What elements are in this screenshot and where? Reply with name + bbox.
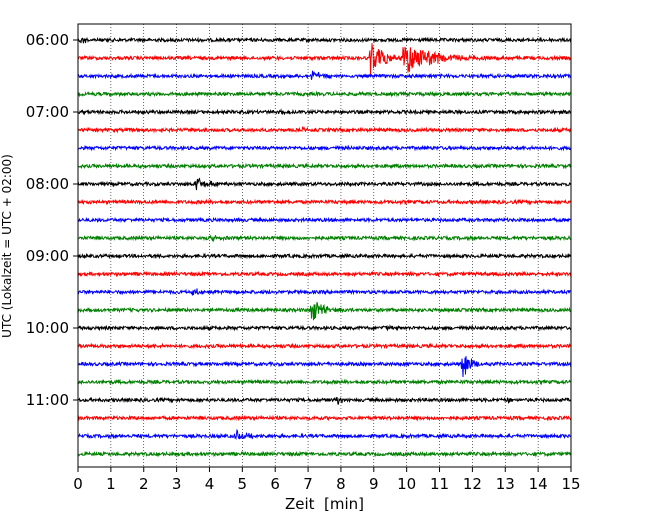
- seismic-trace: [77, 396, 572, 405]
- x-tick-label: 10: [397, 475, 416, 493]
- seismic-trace: [77, 301, 572, 321]
- x-tick-label: 5: [238, 475, 248, 493]
- seismic-trace: [77, 216, 572, 224]
- y-tick-label: 09:00: [26, 247, 69, 265]
- seismic-trace: [77, 252, 572, 260]
- x-tick-label: 11: [430, 475, 449, 493]
- x-tick-label: 9: [369, 475, 379, 493]
- seismic-trace: [77, 90, 572, 98]
- seismic-trace: [77, 414, 572, 422]
- y-tick-label: 11:00: [26, 391, 69, 409]
- vertical-grid-lines: [110, 24, 539, 467]
- x-tick-label: 6: [270, 475, 280, 493]
- plot-frame: [77, 23, 572, 468]
- seismic-trace: [77, 378, 572, 386]
- seismic-trace: [77, 36, 572, 44]
- y-tick-label: 10:00: [26, 319, 69, 337]
- x-tick-label: 13: [496, 475, 515, 493]
- x-axis-ticks: 0 1 2 3 4 5 6 7 8 9 10 11 12 13 14 15: [73, 467, 581, 493]
- y-axis-label: UTC (Lokalzeit = UTC + 02:00): [0, 154, 14, 338]
- x-axis-label: Zeit [min]: [285, 495, 364, 513]
- seismic-trace: [77, 125, 572, 134]
- seismic-trace: [77, 450, 572, 458]
- x-tick-label: 12: [463, 475, 482, 493]
- x-tick-label: 4: [205, 475, 215, 493]
- seismic-trace: [77, 177, 572, 191]
- x-tick-label: 7: [303, 475, 313, 493]
- seismic-trace: [77, 108, 572, 116]
- seismic-trace: [77, 342, 572, 350]
- seismic-trace: [77, 324, 572, 332]
- y-tick-label: 07:00: [26, 103, 69, 121]
- x-tick-label: 15: [561, 475, 580, 493]
- x-tick-label: 2: [139, 475, 149, 493]
- seismic-trace: [78, 70, 572, 80]
- x-tick-label: 3: [172, 475, 182, 493]
- seismic-trace: [77, 288, 572, 296]
- seismic-trace: [77, 270, 572, 278]
- seismic-trace: [77, 43, 572, 75]
- y-tick-label: 08:00: [26, 175, 69, 193]
- seismic-trace: [77, 198, 572, 206]
- x-tick-label: 14: [529, 475, 548, 493]
- seismic-trace: [77, 356, 572, 378]
- seismic-trace: [77, 144, 572, 152]
- y-axis-ticks: 06:00 07:00 08:00 09:00 10:00 11:00: [26, 31, 78, 409]
- x-tick-label: 8: [336, 475, 346, 493]
- seismic-trace: [77, 162, 572, 170]
- x-tick-label: 0: [73, 475, 83, 493]
- y-tick-label: 06:00: [26, 31, 69, 49]
- seismic-trace: [77, 428, 572, 441]
- seismic-trace: [77, 234, 572, 243]
- x-tick-label: 1: [106, 475, 116, 493]
- seismic-traces: [77, 36, 572, 458]
